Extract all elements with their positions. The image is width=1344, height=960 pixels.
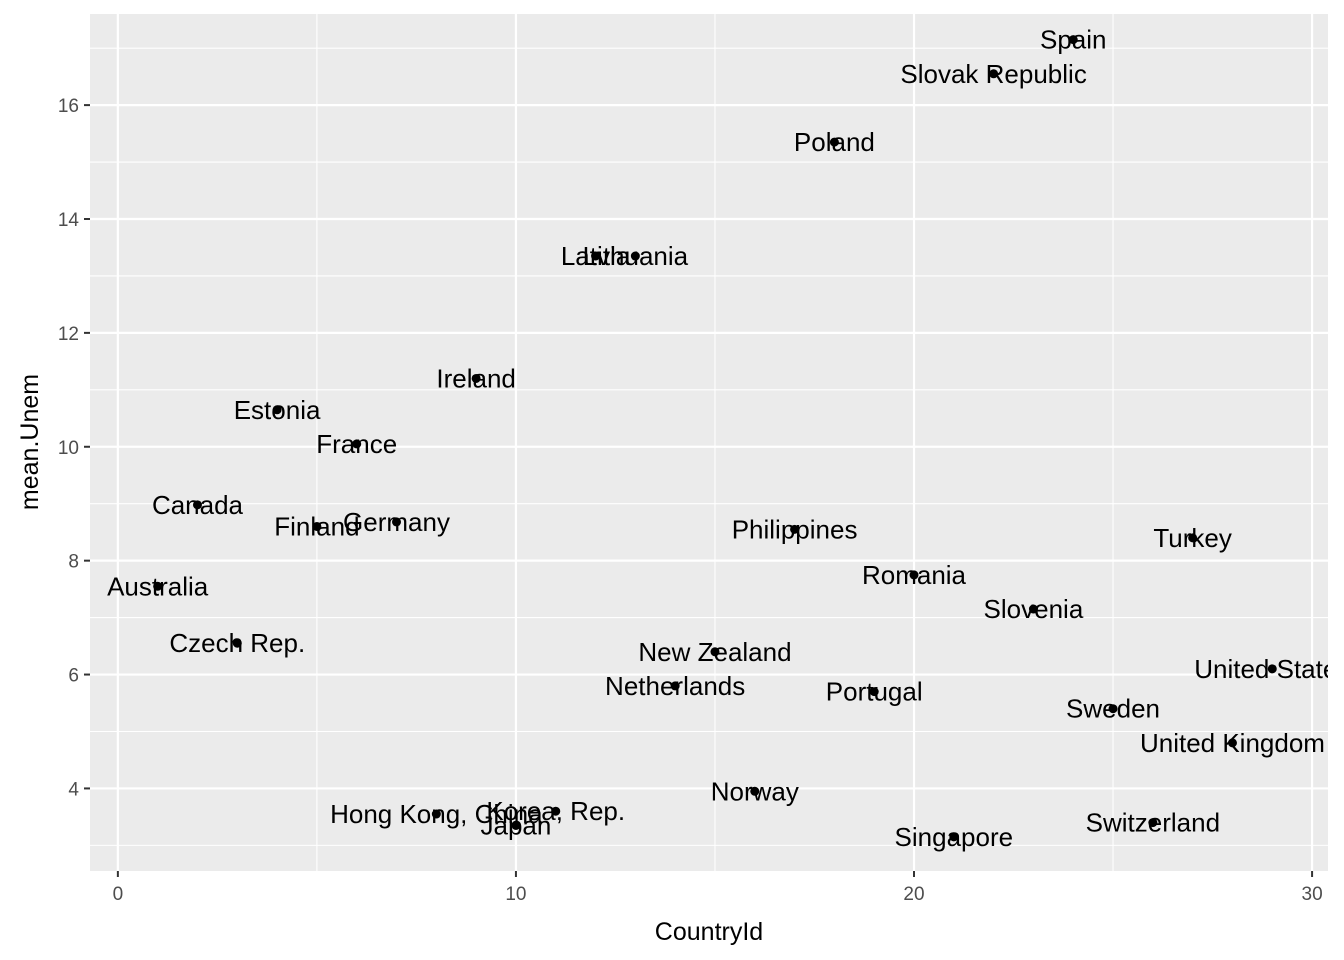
minor-gridlines xyxy=(90,14,1328,871)
data-point xyxy=(790,524,800,534)
data-point xyxy=(909,570,919,580)
data-point-label: Romania xyxy=(862,560,967,590)
data-point-label: Philippines xyxy=(732,514,858,544)
data-point-label: Lithuania xyxy=(583,241,689,271)
data-point xyxy=(153,581,163,591)
x-axis-ticks: 0 10 20 30 xyxy=(113,871,1323,905)
data-point xyxy=(192,500,202,510)
data-point xyxy=(1068,35,1078,45)
data-point-label: Norway xyxy=(711,776,799,806)
x-tick-label: 0 xyxy=(113,884,124,905)
data-point xyxy=(1108,704,1118,714)
data-point xyxy=(272,405,282,415)
data-point xyxy=(471,373,481,383)
data-point-label: Turkey xyxy=(1153,523,1232,553)
data-point-label: Australia xyxy=(107,571,209,601)
y-axis-title: mean.Unem xyxy=(16,374,44,510)
data-point-label: United States xyxy=(1194,654,1344,684)
y-tick-label: 16 xyxy=(58,96,79,117)
data-point xyxy=(392,517,402,527)
data-point-label: Switzerland xyxy=(1086,808,1220,838)
data-point-label: United Kingdom xyxy=(1140,728,1325,758)
data-point-label: France xyxy=(316,429,397,459)
data-point-label: Latvia xyxy=(561,241,631,271)
data-point-label: Slovenia xyxy=(984,594,1084,624)
data-point-label: Korea, Rep. xyxy=(486,796,625,826)
data-point xyxy=(989,69,999,79)
data-point-label: Portugal xyxy=(826,677,923,707)
data-point xyxy=(1267,664,1277,674)
data-point xyxy=(1188,533,1198,543)
data-point-label: Netherlands xyxy=(605,671,745,701)
data-point xyxy=(630,251,640,261)
data-point-label: Germany xyxy=(343,507,450,537)
y-tick-label: 8 xyxy=(68,552,79,573)
data-point-label: Slovak Republic xyxy=(900,59,1086,89)
data-point xyxy=(1227,738,1237,748)
major-gridlines xyxy=(90,14,1328,871)
data-point xyxy=(431,809,441,819)
data-point xyxy=(1028,604,1038,614)
y-tick-label: 10 xyxy=(58,438,79,459)
data-point xyxy=(232,638,242,648)
plot-panel xyxy=(90,14,1328,871)
data-point-label: Japan xyxy=(481,810,552,840)
data-point xyxy=(750,786,760,796)
y-tick-label: 12 xyxy=(58,324,79,345)
data-point-label: Estonia xyxy=(234,395,321,425)
data-point-label: New Zealand xyxy=(638,637,791,667)
data-point xyxy=(949,832,959,842)
data-point xyxy=(869,687,879,697)
data-point-label: Poland xyxy=(794,127,875,157)
y-tick-label: 4 xyxy=(68,779,79,800)
data-point xyxy=(312,521,322,531)
x-tick-label: 20 xyxy=(903,884,924,905)
data-point xyxy=(670,681,680,691)
data-point-label: Canada xyxy=(152,490,244,520)
y-axis-ticks: 4 6 8 10 12 14 16 xyxy=(58,96,90,800)
y-tick-label: 6 xyxy=(68,666,79,687)
x-tick-label: 30 xyxy=(1302,884,1323,905)
data-points xyxy=(153,35,1277,842)
data-point-label: Spain xyxy=(1040,25,1107,55)
y-tick-label: 14 xyxy=(58,210,80,231)
point-labels: Australia Canada Czech Rep. Estonia Finland F… xyxy=(107,25,1344,852)
data-point-label: Ireland xyxy=(436,363,516,393)
data-point-label: Sweden xyxy=(1066,694,1160,724)
x-axis-title: CountryId xyxy=(655,918,763,946)
data-point xyxy=(710,647,720,657)
data-point-label: Singapore xyxy=(895,822,1014,852)
data-point xyxy=(829,137,839,147)
x-tick-label: 10 xyxy=(505,884,526,905)
data-point xyxy=(1148,818,1158,828)
data-point xyxy=(352,439,362,449)
data-point xyxy=(511,820,521,830)
data-point xyxy=(551,806,561,816)
data-point-label: Czech Rep. xyxy=(169,628,305,658)
data-point-label: Finland xyxy=(274,511,359,541)
data-point-label: Hong Kong, China xyxy=(330,799,543,829)
data-point xyxy=(591,251,601,261)
